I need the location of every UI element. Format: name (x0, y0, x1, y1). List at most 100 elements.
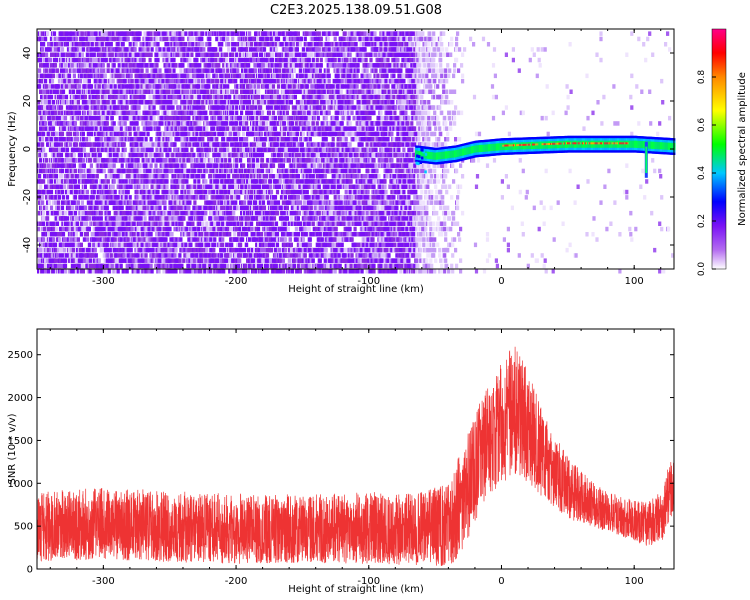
spectrogram-cell (167, 52, 171, 57)
spectrogram-cell (185, 179, 189, 184)
spectrogram-cell (231, 52, 235, 57)
spectrogram-cell (70, 84, 74, 89)
spectrogram-cell (72, 94, 76, 100)
spectrogram-cell (126, 210, 130, 216)
spectrogram-cell (88, 221, 92, 226)
spectrogram-cell (173, 184, 177, 189)
spectrogram-cell (169, 221, 173, 226)
spectrogram-cell (190, 226, 194, 232)
spectrogram-cell (136, 253, 140, 258)
spectrogram-cell (41, 269, 45, 274)
spectrogram-cell (226, 89, 230, 94)
spectrogram-cell (133, 115, 137, 121)
spectrogram-cell (50, 78, 55, 84)
spectrogram-cell (146, 36, 150, 42)
spectrogram-cell (117, 100, 121, 105)
spectrogram-cell (202, 179, 206, 184)
spectrogram-cell (121, 47, 125, 52)
spectrogram-cell (200, 158, 204, 163)
spectrogram-cell (89, 47, 93, 52)
spectrogram-cell (107, 195, 111, 200)
spectrogram-cell (111, 242, 115, 248)
spectrogram-cell (133, 179, 137, 184)
spectrogram-cell (218, 42, 222, 47)
spectrogram-cell (125, 205, 129, 211)
spectrogram-cell (93, 263, 97, 269)
spectrogram-cell (95, 232, 99, 237)
spectrogram-cell (110, 115, 114, 121)
spectrogram-cell (195, 42, 199, 47)
spectrogram-cell (181, 94, 185, 100)
spectrogram-cell (177, 237, 181, 242)
spectrogram-cell (209, 110, 213, 116)
spectrogram-cell (54, 147, 59, 153)
spectrogram-cell (55, 115, 60, 121)
spectrogram-cell (132, 200, 136, 205)
spectrogram-cell (155, 242, 159, 248)
spectrogram-cell (151, 226, 155, 232)
spectrogram-cell (231, 200, 235, 205)
spectrogram-cell (86, 126, 90, 131)
spectrogram-cell (172, 57, 176, 63)
spectrogram-cell (156, 184, 160, 189)
spectrogram-cell (44, 94, 48, 100)
spectrogram-cell (153, 42, 157, 47)
spectrogram-cell (55, 68, 60, 73)
spectrogram-cell (91, 263, 95, 269)
spectrogram-cell (174, 115, 178, 121)
spectrogram-cell (94, 68, 98, 73)
spectrogram-cell (196, 115, 200, 121)
spectrogram-cell (226, 142, 230, 147)
spectrogram-cell (112, 57, 116, 63)
spectrogram-cell (192, 115, 196, 121)
spectrogram-cell (44, 78, 48, 84)
spectrogram-cell (179, 115, 183, 121)
spectrogram-cell (71, 168, 75, 174)
spectrogram-cell (155, 158, 159, 163)
spectrogram-cell (56, 84, 61, 89)
spectrogram-cell (168, 63, 172, 68)
spectrogram-cell (132, 42, 136, 47)
spectrogram-cell (196, 205, 200, 211)
spectrogram-cell (232, 63, 236, 68)
spectrogram-cell (193, 263, 197, 269)
spectrogram-cell (158, 52, 162, 57)
spectrogram-cell (183, 89, 187, 94)
spectrogram-cell (150, 73, 154, 79)
spectrogram-cell (88, 263, 92, 269)
spectrogram-cell (146, 100, 150, 105)
spectrogram-cell (46, 221, 50, 226)
spectrogram-cell (73, 210, 77, 216)
spectrogram-cell (84, 100, 88, 105)
spectrogram-cell (140, 100, 144, 105)
spectrogram-cell (206, 131, 210, 137)
spectrogram-cell (107, 68, 111, 73)
spectrogram-cell (54, 131, 59, 137)
spectrogram-cell (140, 200, 144, 205)
spectrogram-cell (210, 126, 214, 131)
spectrogram-cell (171, 269, 175, 274)
spectrogram-cell (122, 100, 126, 105)
spectrogram-cell (49, 137, 54, 142)
spectrogram-cell (200, 168, 204, 174)
spectrogram-cell (140, 152, 144, 158)
spectrogram-cell (43, 242, 47, 248)
spectrogram-cell (134, 42, 138, 47)
spectrogram-cell (151, 247, 155, 253)
spectrogram-cell (139, 147, 143, 153)
spectrogram-cell (188, 152, 192, 158)
spectrogram-cell (212, 126, 216, 131)
spectrogram-cell (213, 131, 217, 137)
spectrogram-cell (133, 263, 137, 269)
spectrogram-cell (49, 205, 54, 211)
spectrogram-cell (37, 142, 41, 147)
spectrogram-cell (164, 158, 168, 163)
spectrogram-cell (109, 42, 113, 47)
spectrogram-cell (194, 232, 198, 237)
spectrogram-cell (149, 63, 153, 68)
spectrogram-cell (184, 232, 188, 237)
spectrogram-cell (226, 73, 230, 79)
spectrogram-cell (131, 137, 135, 142)
spectrogram-cell (87, 226, 91, 232)
spectrogram-cell (223, 73, 227, 79)
